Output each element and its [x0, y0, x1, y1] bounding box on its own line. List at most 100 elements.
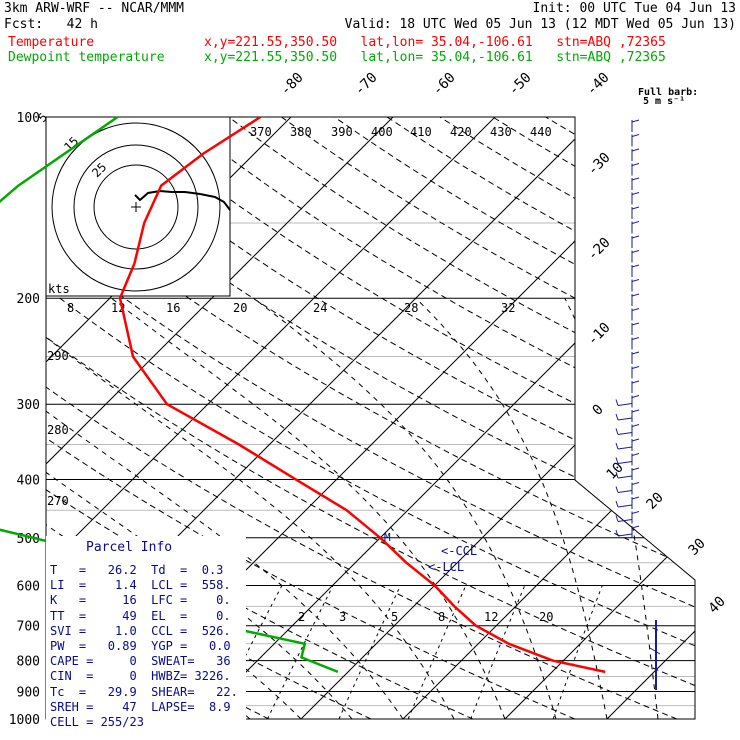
wind-barb — [631, 380, 640, 384]
dry-adiabat — [334, 117, 695, 719]
wind-barb — [631, 424, 640, 427]
valid-time: Valid: 18 UTC Wed 05 Jun 13 (12 MDT Wed … — [344, 17, 736, 32]
hodograph-ring — [73, 144, 199, 270]
wind-barb — [649, 647, 661, 655]
wind-barb — [631, 293, 640, 297]
wind-barb — [631, 438, 640, 442]
wind-barb — [615, 471, 619, 479]
dry-adiabat — [46, 117, 576, 719]
wind-barb — [631, 351, 640, 355]
dry-adiabat — [492, 117, 695, 719]
wind-barb — [617, 446, 633, 450]
pressure-tick-label: 800 — [17, 655, 40, 670]
isotherm-label: -20 — [585, 235, 614, 264]
parcel-info-row: SREH = 47 LAPSE= 8.9 — [50, 699, 231, 714]
wind-barb — [631, 192, 640, 195]
parcel-info-row: T = 26.2 Td = 0.3 — [50, 563, 224, 577]
parcel-info-row: Tc = 29.9 SHEAR= 22. — [50, 684, 238, 699]
isotherm-line — [402, 117, 695, 719]
pressure-tick-label: 1000 — [9, 713, 40, 728]
moist-adiabat — [46, 297, 404, 719]
wind-barb — [631, 496, 640, 500]
mixing-ratio-label: 8 — [438, 610, 445, 624]
dry-adiabat — [46, 117, 695, 719]
wind-barb — [615, 399, 619, 406]
hodo-speed-label: 8 — [67, 301, 74, 315]
isotherm-line — [198, 117, 695, 719]
wind-barb — [615, 486, 619, 493]
wind-barb — [631, 482, 640, 485]
barb-legend-units: 5 m s⁻¹ — [643, 96, 685, 107]
wind-barb — [617, 504, 633, 508]
theta-label: 400 — [371, 125, 393, 139]
theta-label: 410 — [410, 125, 432, 139]
wind-barb — [631, 119, 640, 123]
parcel-info-row: PW = 0.89 YGP = 0.0 — [50, 639, 231, 653]
parcel-info-row: K = 16 LFC = 0. — [50, 593, 231, 608]
moist-adiabat — [46, 297, 353, 719]
isotherm-label: 0 — [590, 402, 607, 419]
dry-adiabat — [46, 117, 474, 719]
wind-barb — [631, 409, 640, 413]
isotherm-line — [300, 117, 695, 719]
wind-barb — [631, 206, 640, 210]
isotherm-label: -60 — [430, 70, 459, 99]
hodo-speed-label: 28 — [404, 301, 418, 315]
parcel-info-title: Parcel Info — [86, 540, 173, 555]
mixing-ratio-line — [267, 585, 334, 719]
isotherm-line — [709, 117, 740, 719]
theta-label: 380 — [290, 125, 312, 139]
wind-barb — [617, 461, 633, 464]
parcel-info-row: CIN = 0 HWBZ= 3226. — [50, 669, 231, 684]
wind-barb — [617, 519, 633, 522]
dewpoint-legend: Dewpoint temperature — [8, 50, 165, 65]
wind-barb — [631, 525, 640, 529]
wind-barb — [615, 428, 619, 435]
hodograph-ring — [93, 164, 179, 250]
pressure-tick-label: 900 — [17, 685, 40, 700]
init-time: Init: 00 UTC Tue 04 Jun 13 — [532, 1, 737, 16]
wind-barb — [631, 511, 640, 514]
wind-barb — [617, 417, 633, 421]
pressure-tick-label: 200 — [17, 292, 40, 307]
dry-adiabat-label: 290 — [47, 349, 69, 363]
hodograph-ring — [51, 122, 221, 292]
theta-label: 420 — [450, 125, 472, 139]
wind-barb — [615, 515, 619, 522]
parcel-info-row: LI = 1.4 LCL = 558. — [50, 578, 231, 593]
forecast-hour: Fcst: 42 h — [4, 17, 98, 32]
pressure-tick-label: 100 — [17, 111, 40, 126]
mixing-ratio-line — [470, 585, 526, 719]
wind-barb — [617, 490, 633, 493]
hodo-speed-label: 24 — [313, 301, 327, 315]
isotherm-label: -30 — [585, 150, 614, 179]
wind-barb — [631, 177, 640, 181]
parcel-info-box: Parcel Info T = 26.2 Td = 0.3 LI = 1.4 LC… — [46, 536, 246, 729]
dry-adiabat — [228, 117, 695, 719]
moist-adiabat — [46, 297, 455, 719]
moist-adiabat — [415, 297, 608, 719]
mixing-ratio-label: 3 — [339, 610, 346, 624]
mixing-ratio-label: 2 — [298, 610, 305, 624]
mixing-ratio-label: 12 — [484, 610, 498, 624]
pressure-tick-label: 400 — [17, 473, 40, 488]
wind-barb — [631, 453, 640, 456]
mixing-ratio-line — [552, 585, 603, 719]
hodo-speed-label: 32 — [501, 301, 515, 315]
wind-barb — [615, 442, 619, 450]
temperature-location: x,y=221.55,350.50 lat,lon= 35.04,-106.61… — [204, 35, 666, 50]
isotherm-label: -70 — [352, 70, 381, 99]
isotherm-label: -80 — [278, 70, 307, 99]
isotherm-line — [504, 117, 695, 719]
ccl-marker: <-CCL — [441, 544, 477, 558]
isotherm-label: -40 — [584, 70, 613, 99]
wind-barb — [631, 308, 640, 311]
wind-barb — [631, 235, 640, 239]
wind-barb — [631, 134, 640, 137]
isotherm-label: 30 — [686, 536, 709, 559]
dry-adiabat — [46, 117, 695, 719]
dewpoint-location: x,y=221.55,350.50 lat,lon= 35.04,-106.61… — [204, 50, 666, 65]
moist-adiabat — [253, 297, 557, 719]
mixing-ratio-label: 20 — [539, 610, 553, 624]
